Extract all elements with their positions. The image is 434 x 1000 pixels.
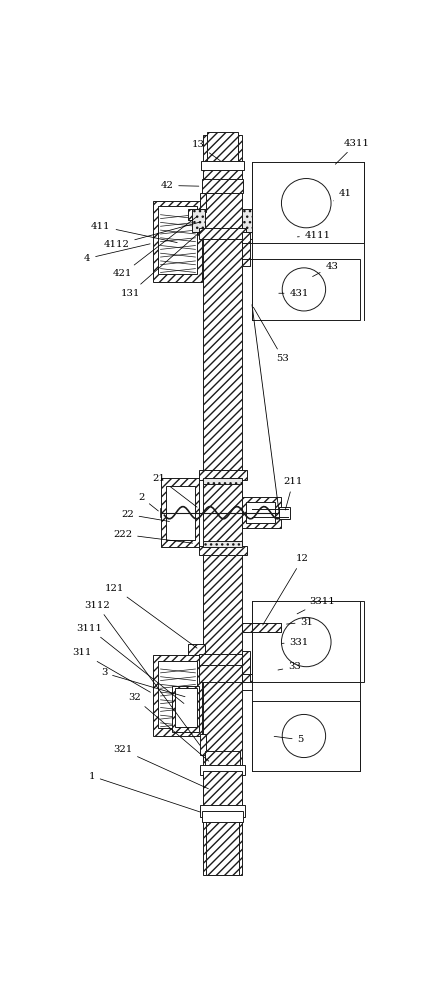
Bar [175, 688, 197, 727]
Text: 222: 222 [113, 530, 192, 543]
Bar [251, 259, 360, 320]
Text: 131: 131 [120, 230, 202, 298]
Bar [187, 209, 204, 220]
Bar [198, 546, 246, 555]
Text: 3112: 3112 [84, 601, 200, 745]
Bar [187, 644, 204, 655]
Text: 41: 41 [332, 189, 351, 201]
Text: 43: 43 [312, 262, 338, 277]
Text: 4: 4 [83, 244, 150, 263]
Circle shape [282, 268, 325, 311]
Text: 22: 22 [121, 510, 169, 521]
Text: 12: 12 [262, 554, 308, 625]
Text: 4111: 4111 [297, 231, 330, 240]
Text: 421: 421 [113, 216, 197, 278]
Text: 3111: 3111 [76, 624, 184, 703]
Text: 431: 431 [278, 289, 308, 298]
Bar [160, 478, 199, 547]
Text: 331: 331 [281, 638, 308, 647]
Text: 32: 32 [128, 693, 208, 761]
Text: 53: 53 [253, 307, 289, 363]
Text: 4311: 4311 [335, 139, 369, 164]
Bar [251, 701, 360, 771]
Bar [201, 161, 243, 170]
Bar [200, 805, 244, 817]
Text: 3311: 3311 [296, 597, 334, 614]
Text: 21: 21 [152, 474, 197, 507]
Bar [198, 470, 246, 480]
Bar [241, 209, 253, 232]
Circle shape [281, 179, 330, 228]
Text: 42: 42 [160, 181, 198, 190]
Bar [152, 655, 201, 736]
Bar [199, 228, 245, 239]
Bar [241, 232, 249, 266]
Bar [241, 497, 280, 528]
Text: 33: 33 [277, 662, 300, 671]
Bar [203, 135, 241, 875]
Bar [241, 623, 280, 632]
Bar [201, 179, 243, 193]
Bar [207, 132, 237, 166]
Bar [241, 674, 251, 682]
Text: 31: 31 [286, 618, 313, 627]
Text: 1: 1 [88, 772, 200, 812]
Text: 121: 121 [105, 584, 197, 648]
Bar [241, 651, 249, 682]
Bar [191, 209, 204, 232]
Text: 411: 411 [91, 222, 177, 243]
Bar [200, 765, 244, 774]
Bar [172, 686, 199, 732]
Bar [166, 486, 195, 540]
Bar [203, 541, 241, 547]
Bar [241, 232, 251, 239]
Text: 211: 211 [283, 477, 302, 510]
Bar [158, 661, 197, 728]
Bar [251, 601, 364, 682]
Bar [203, 771, 241, 813]
Bar [204, 751, 240, 771]
Bar [251, 162, 364, 243]
Text: 311: 311 [72, 648, 150, 692]
Text: 5: 5 [273, 735, 303, 744]
Text: 3: 3 [101, 668, 184, 697]
Bar [245, 502, 275, 523]
Circle shape [282, 714, 325, 758]
Bar [201, 811, 243, 822]
Text: 2: 2 [138, 493, 158, 511]
Bar [199, 654, 245, 667]
Bar [200, 734, 206, 755]
Text: 321: 321 [113, 745, 208, 789]
Bar [198, 665, 246, 682]
Bar [241, 623, 280, 632]
Text: 13: 13 [191, 140, 220, 161]
Bar [206, 813, 238, 875]
Bar [279, 507, 289, 519]
Bar [158, 206, 197, 274]
Circle shape [281, 617, 330, 667]
Bar [200, 193, 206, 212]
Bar [152, 201, 201, 282]
Bar [203, 478, 241, 484]
Text: 4112: 4112 [103, 222, 198, 249]
